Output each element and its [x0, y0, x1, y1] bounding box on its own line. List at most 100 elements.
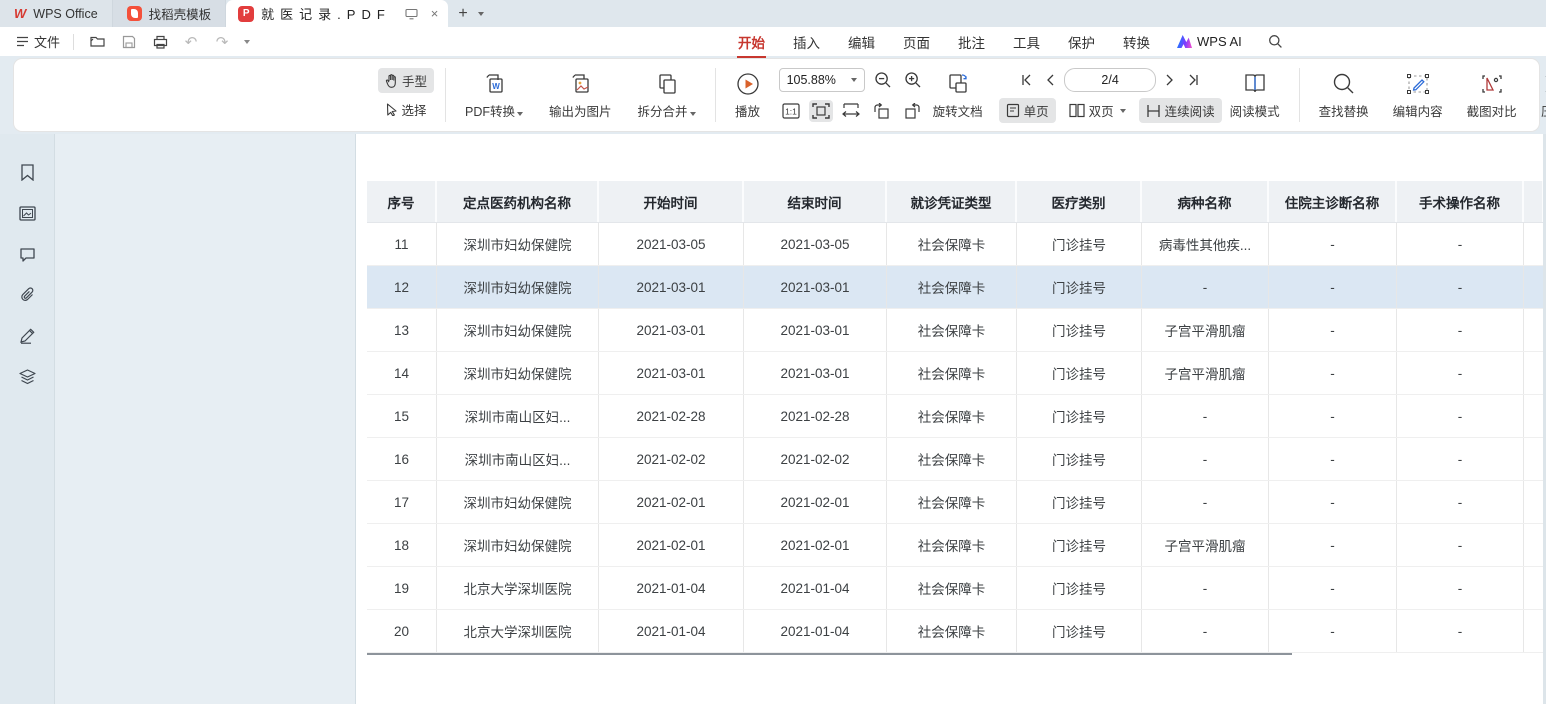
table-row[interactable]: 20 北京大学深圳医院 2021-01-04 2021-01-04 社会保障卡 门诊挂号 -… [367, 610, 1543, 653]
pdf-page[interactable]: 序号 定点医药机构名称 开始时间 结束时间 就诊凭证类型 医疗类别 病种名称 住院主诊断名称手… [356, 134, 1546, 704]
pdf-convert-button[interactable]: W PDF转换 [457, 69, 531, 122]
bookmark-panel-icon[interactable] [15, 160, 39, 184]
single-page-button[interactable]: 单页 [998, 98, 1056, 123]
signature-panel-icon[interactable] [15, 324, 39, 348]
menu-edit[interactable]: 编辑 [848, 35, 875, 51]
table-row[interactable]: 15 深圳市南山区妇... 2021-02-28 2021-02-28 社会保障卡 门诊挂… [367, 395, 1543, 438]
zoom-in-icon[interactable] [901, 68, 925, 92]
play-icon [736, 72, 759, 95]
previous-page-icon[interactable] [1042, 71, 1058, 89]
read-mode-button[interactable]: 阅读模式 [1222, 69, 1288, 122]
print-icon[interactable] [149, 31, 171, 53]
continuous-reading-button[interactable]: 连续阅读 [1138, 98, 1222, 123]
table-cell: 门诊挂号 [1017, 524, 1142, 566]
table-row[interactable]: 19 北京大学深圳医院 2021-01-04 2021-01-04 社会保障卡 门诊挂号 -… [367, 567, 1543, 610]
play-button[interactable]: 播放 [727, 69, 769, 122]
table-cell-clipped [1524, 181, 1543, 222]
menu-search-icon[interactable] [1268, 34, 1283, 49]
menu-convert[interactable]: 转换 [1123, 35, 1150, 51]
table-cell: 2021-02-01 [744, 524, 887, 566]
double-page-button[interactable]: 双页 [1062, 98, 1133, 123]
menu-page[interactable]: 页面 [903, 35, 930, 51]
thumbnail-panel-icon[interactable] [15, 201, 39, 225]
table-cell: 2021-03-05 [744, 223, 887, 265]
table-header-cell: 开始时间 [599, 181, 744, 222]
table-row[interactable]: 18 深圳市妇幼保健院 2021-02-01 2021-02-01 社会保障卡 门诊挂号子… [367, 524, 1543, 567]
find-replace-button[interactable]: 查找替换 [1311, 69, 1377, 122]
table-cell: - [1397, 266, 1524, 308]
next-page-icon[interactable] [1162, 71, 1178, 89]
tab-wps-office[interactable]: W WPS Office [0, 0, 113, 27]
svg-text:1:1: 1:1 [785, 106, 797, 116]
export-as-image-button[interactable]: 输出为图片 [541, 69, 620, 122]
menu-home[interactable]: 开始 [737, 27, 766, 59]
table-row[interactable]: 12 深圳市妇幼保健院 2021-03-01 2021-03-01 社会保障卡 门诊挂号 -… [367, 266, 1543, 309]
table-cell: 社会保障卡 [887, 524, 1017, 566]
file-menu-button[interactable]: 文件 [16, 32, 60, 51]
rotate-document-button[interactable]: 旋转文档 [925, 69, 991, 122]
toolbar-panel: 手型 选择 W PDF转换 输出为图片 拆分 [13, 58, 1546, 132]
menu-protect[interactable]: 保护 [1068, 35, 1095, 51]
table-cell: - [1269, 309, 1397, 351]
pdf-convert-chevron-icon [517, 111, 524, 116]
table-row[interactable]: 14 深圳市妇幼保健院 2021-03-01 2021-03-01 社会保障卡 门诊挂号子… [367, 352, 1543, 395]
table-cell: 子宫平滑肌瘤 [1142, 309, 1269, 351]
zoom-level-select[interactable]: 105.88% [778, 67, 865, 92]
menu-annotate[interactable]: 批注 [958, 35, 985, 51]
new-tab-button[interactable]: + [458, 4, 468, 22]
continuous-reading-icon [1146, 104, 1160, 117]
table-cell: 14 [367, 352, 437, 394]
table-cell: - [1269, 395, 1397, 437]
table-cell: 深圳市南山区妇... [437, 395, 599, 437]
hand-tool-button[interactable]: 手型 [378, 68, 435, 93]
open-file-icon[interactable] [87, 31, 109, 53]
table-cell: 门诊挂号 [1017, 610, 1142, 652]
fit-width-icon[interactable] [839, 100, 863, 122]
split-merge-button[interactable]: 拆分合并 [630, 69, 704, 122]
tab-list-chevron-icon[interactable] [477, 11, 484, 16]
present-to-screen-icon[interactable] [402, 5, 421, 23]
table-header-cell: 医疗类别 [1017, 181, 1142, 222]
screenshot-compare-button[interactable]: 截图对比 [1459, 69, 1525, 122]
menu-insert[interactable]: 插入 [793, 35, 820, 51]
quickbar-chevron-icon[interactable] [244, 39, 251, 44]
double-page-chevron-icon [1119, 108, 1126, 113]
table-row[interactable]: 17 深圳市妇幼保健院 2021-02-01 2021-02-01 社会保障卡 门诊挂号 -… [367, 481, 1543, 524]
table-cell: 社会保障卡 [887, 309, 1017, 351]
select-tool-button[interactable]: 选择 [379, 97, 434, 122]
save-icon[interactable] [118, 31, 140, 53]
table-row[interactable]: 13 深圳市妇幼保健院 2021-03-01 2021-03-01 社会保障卡 门诊挂号子… [367, 309, 1543, 352]
page-number-input[interactable]: 2/4 [1064, 67, 1157, 92]
table-row[interactable]: 16 深圳市南山区妇... 2021-02-02 2021-02-02 社会保障卡 门诊挂… [367, 438, 1543, 481]
fit-page-icon[interactable] [808, 99, 833, 122]
redo-icon[interactable]: ↷ [215, 33, 229, 51]
table-cell: - [1397, 610, 1524, 652]
table-cell: 2021-02-02 [744, 438, 887, 480]
zoom-out-icon[interactable] [871, 68, 895, 92]
last-page-icon[interactable] [1184, 71, 1204, 89]
table-row[interactable]: 11 深圳市妇幼保健院 2021-03-05 2021-03-05 社会保障卡 门诊挂号病… [367, 223, 1543, 266]
compress-button[interactable]: 压缩 [1533, 69, 1546, 122]
tab-label: 就医记录.PDF [261, 7, 391, 22]
first-page-icon[interactable] [1016, 71, 1036, 89]
undo-icon[interactable]: ↶ [184, 33, 198, 51]
table-cell: - [1269, 438, 1397, 480]
table-cell: 子宫平滑肌瘤 [1142, 352, 1269, 394]
single-page-icon [1006, 103, 1019, 118]
layers-panel-icon[interactable] [15, 365, 39, 389]
menu-tools[interactable]: 工具 [1013, 35, 1040, 51]
zoom-view-group: 105.88% 1:1 [778, 66, 925, 124]
attachment-panel-icon[interactable] [15, 283, 39, 307]
wps-ai-button[interactable]: WPS AI [1177, 34, 1242, 49]
actual-size-icon[interactable]: 1:1 [779, 100, 803, 122]
tab-medical-records-pdf[interactable]: P 就医记录.PDF × [226, 0, 449, 27]
table-cell: 19 [367, 567, 437, 609]
rotate-right-icon[interactable] [900, 100, 925, 122]
close-tab-icon[interactable]: × [430, 6, 439, 21]
table-bottom-border [367, 653, 1292, 655]
tab-docer-templates[interactable]: 找稻壳模板 [112, 0, 227, 27]
comment-panel-icon[interactable] [15, 242, 39, 266]
edit-content-button[interactable]: 编辑内容 [1385, 69, 1451, 122]
rotate-left-icon[interactable] [869, 100, 894, 122]
